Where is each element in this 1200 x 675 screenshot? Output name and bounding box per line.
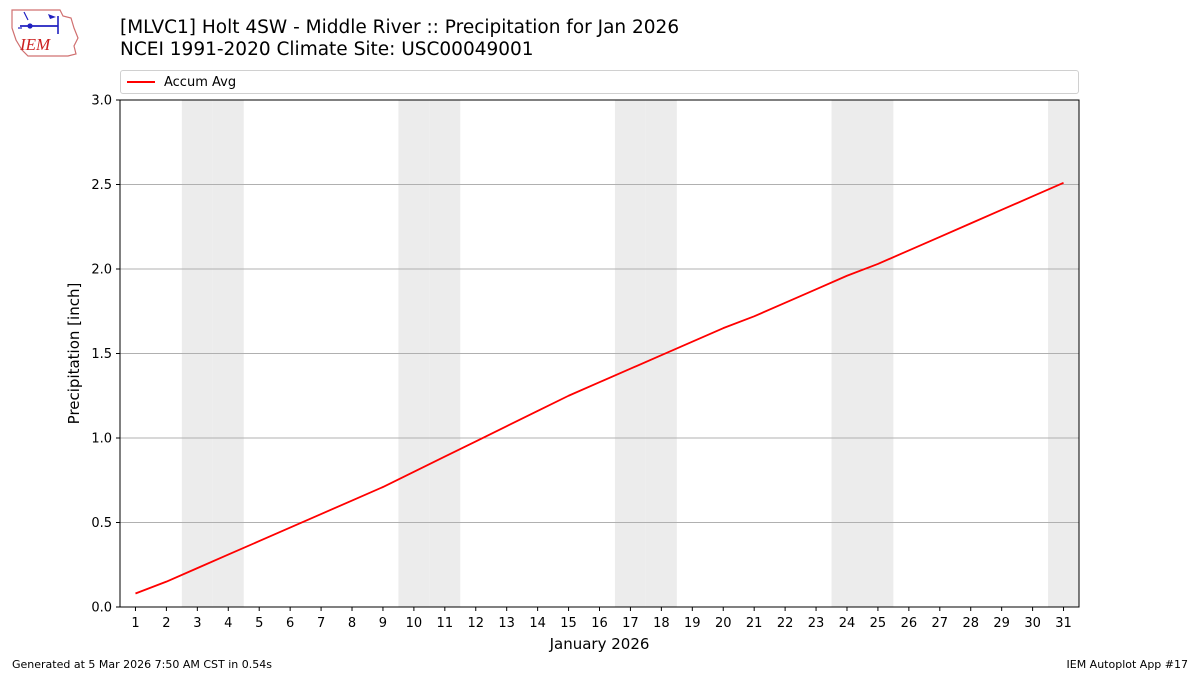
- data-point: [722, 327, 724, 329]
- data-point: [351, 500, 353, 502]
- y-tick-label: 1.5: [91, 347, 112, 362]
- generated-timestamp: Generated at 5 Mar 2026 7:50 AM CST in 0…: [12, 658, 272, 671]
- data-point: [537, 410, 539, 412]
- data-point: [413, 471, 415, 473]
- data-point: [599, 381, 601, 383]
- x-tick-label: 8: [348, 616, 356, 631]
- data-point: [165, 581, 167, 583]
- x-tick-label: 7: [317, 616, 325, 631]
- x-tick-label: 1: [131, 616, 139, 631]
- data-point: [382, 486, 384, 488]
- data-point: [753, 315, 755, 317]
- legend-label-accum-avg: Accum Avg: [164, 75, 237, 90]
- data-point: [134, 592, 136, 594]
- x-tick-label: 13: [498, 616, 515, 631]
- data-point: [877, 263, 879, 265]
- x-tick-label: 20: [715, 616, 732, 631]
- y-tick-label: 1.0: [91, 432, 112, 447]
- y-axis-label: Precipitation [inch]: [65, 283, 83, 425]
- data-point: [444, 456, 446, 458]
- data-point: [660, 354, 662, 356]
- x-tick-label: 2: [162, 616, 170, 631]
- x-tick-label: 9: [379, 616, 387, 631]
- x-tick-label: 12: [467, 616, 484, 631]
- x-tick-label: 15: [560, 616, 577, 631]
- x-tick-label: 18: [653, 616, 670, 631]
- x-tick-label: 19: [684, 616, 701, 631]
- x-tick-label: 24: [839, 616, 856, 631]
- iem-logo: IEM: [11, 9, 79, 57]
- x-tick-label: 27: [932, 616, 949, 631]
- data-point: [227, 554, 229, 556]
- x-tick-label: 16: [591, 616, 608, 631]
- y-tick-label: 2.5: [91, 178, 112, 193]
- data-point: [815, 288, 817, 290]
- data-point: [289, 527, 291, 529]
- data-point: [970, 222, 972, 224]
- data-point: [196, 567, 198, 569]
- data-point: [629, 368, 631, 370]
- data-point: [568, 395, 570, 397]
- chart-title: [MLVC1] Holt 4SW - Middle River :: Preci…: [120, 17, 680, 38]
- x-tick-label: 3: [193, 616, 201, 631]
- x-tick-label: 30: [1024, 616, 1041, 631]
- data-point: [1001, 209, 1003, 211]
- chart-subtitle: NCEI 1991-2020 Climate Site: USC00049001: [120, 39, 534, 60]
- data-point: [1032, 195, 1034, 197]
- logo-text: IEM: [19, 35, 51, 54]
- x-tick-label: 6: [286, 616, 294, 631]
- x-tick-label: 31: [1055, 616, 1072, 631]
- legend-swatch-accum-avg: [127, 81, 155, 83]
- x-tick-label: 14: [529, 616, 546, 631]
- x-tick-label: 11: [437, 616, 454, 631]
- x-tick-label: 29: [993, 616, 1010, 631]
- x-tick-label: 5: [255, 616, 263, 631]
- x-tick-label: 25: [870, 616, 887, 631]
- data-point: [691, 341, 693, 343]
- x-tick-label: 4: [224, 616, 232, 631]
- x-tick-label: 17: [622, 616, 639, 631]
- data-point: [506, 425, 508, 427]
- y-tick-label: 3.0: [91, 94, 112, 109]
- x-tick-label: 10: [406, 616, 423, 631]
- series-line-accum-avg: [135, 181, 1064, 595]
- data-point: [784, 302, 786, 304]
- data-point: [939, 236, 941, 238]
- data-point: [320, 513, 322, 515]
- data-point: [846, 275, 848, 277]
- x-tick-label: 28: [962, 616, 979, 631]
- data-point: [475, 440, 477, 442]
- data-point: [1063, 182, 1065, 184]
- y-tick-label: 0.5: [91, 516, 112, 531]
- autoplot-app-label: IEM Autoplot App #17: [1066, 658, 1189, 671]
- chart-legend: Accum Avg: [120, 70, 1079, 94]
- x-tick-label: 26: [901, 616, 918, 631]
- data-point: [908, 249, 910, 251]
- x-axis-label: January 2026: [549, 635, 650, 653]
- y-tick-label: 0.0: [91, 601, 112, 616]
- x-tick-label: 21: [746, 616, 763, 631]
- y-tick-label: 2.0: [91, 263, 112, 278]
- data-point: [258, 540, 260, 542]
- x-tick-label: 22: [777, 616, 794, 631]
- x-tick-label: 23: [808, 616, 825, 631]
